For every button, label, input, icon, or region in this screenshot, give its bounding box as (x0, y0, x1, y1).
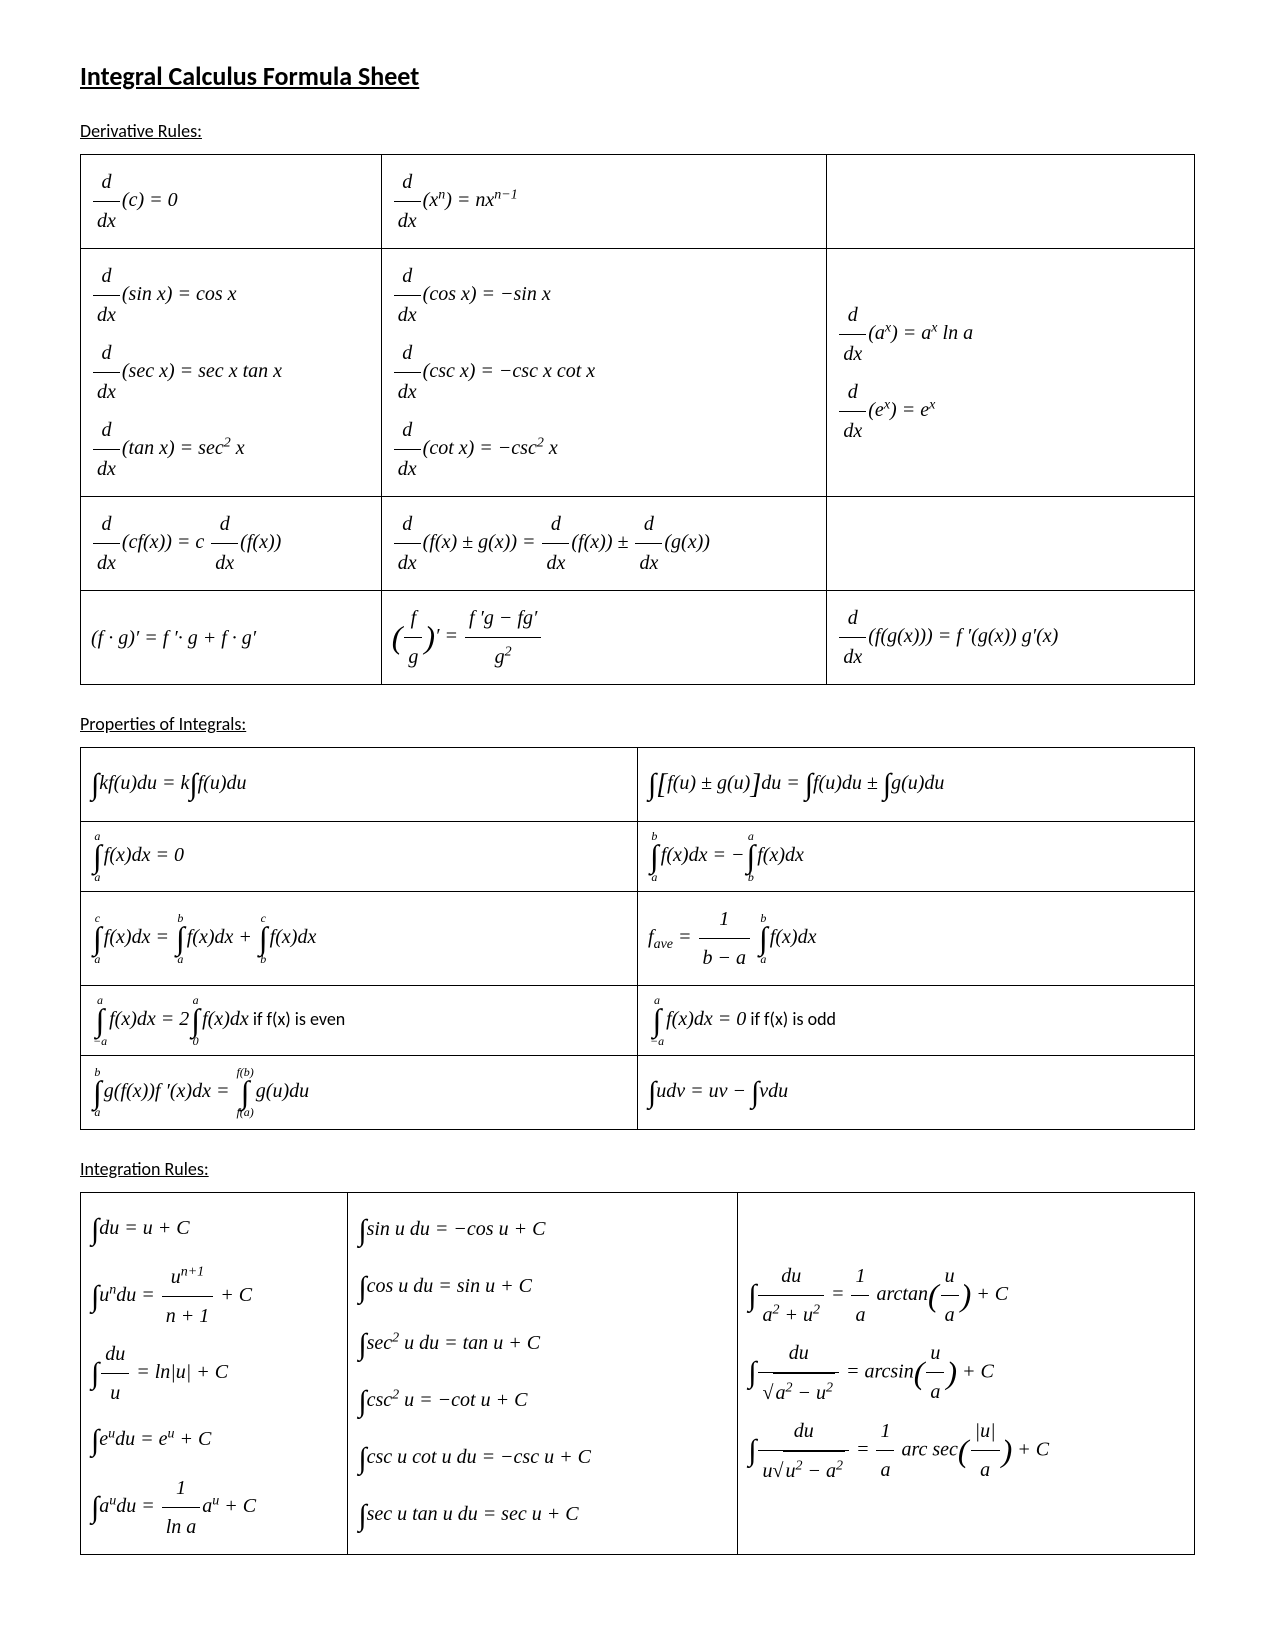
intrules-cell-c0: ∫du = u + C ∫undu = un+1n + 1 + C ∫duu =… (81, 1192, 348, 1554)
propint-cell-r4c0: b∫ag(f(x))f ′(x)dx = f(b)∫f(a)g(u)du (81, 1055, 638, 1129)
deriv-cell-r0c2 (827, 155, 1195, 249)
intrules-cell-c1: ∫sin u du = −cos u + C ∫cos u du = sin u… (348, 1192, 738, 1554)
deriv-cell-r2c2 (827, 497, 1195, 591)
deriv-cell-r2c1: ddx(f(x) ± g(x)) = ddx(f(x)) ± ddx(g(x)) (381, 497, 827, 591)
propint-cell-r3c0: a∫−af(x)dx = 2a∫0f(x)dx if f(x) is even (81, 985, 638, 1055)
deriv-cell-r1c2: ddx(ax) = ax ln a ddx(ex) = ex (827, 249, 1195, 497)
deriv-cell-r1c1: ddx(cos x) = −sin x ddx(csc x) = −csc x … (381, 249, 827, 497)
propint-cell-r2c1: fave = 1b − a b∫af(x)dx (638, 891, 1195, 985)
odd-note: if f(x) is odd (746, 1008, 836, 1030)
properties-integrals-table: ∫kf(u)du = k∫f(u)du ∫[f(u) ± g(u)]du = ∫… (80, 747, 1195, 1130)
deriv-cell-r3c2: ddx(f(g(x))) = f ′(g(x)) g′(x) (827, 591, 1195, 685)
deriv-cell-r3c1: (fg)′ = f ′g − fg′g2 (381, 591, 827, 685)
deriv-cell-r1c0: ddx(sin x) = cos x ddx(sec x) = sec x ta… (81, 249, 382, 497)
propint-cell-r3c1: a∫−af(x)dx = 0 if f(x) is odd (638, 985, 1195, 1055)
propint-cell-r0c0: ∫kf(u)du = k∫f(u)du (81, 748, 638, 822)
integration-rules-table: ∫du = u + C ∫undu = un+1n + 1 + C ∫duu =… (80, 1192, 1195, 1555)
propint-cell-r1c1: b∫af(x)dx = −a∫bf(x)dx (638, 822, 1195, 892)
propint-cell-r2c0: c∫af(x)dx = b∫af(x)dx + c∫bf(x)dx (81, 891, 638, 985)
section-heading-properties-integrals: Properties of Integrals: (80, 713, 1195, 735)
section-heading-derivative-rules: Derivative Rules: (80, 120, 1195, 142)
page-title: Integral Calculus Formula Sheet (80, 60, 1195, 92)
section-heading-integration-rules: Integration Rules: (80, 1158, 1195, 1180)
propint-cell-r4c1: ∫udv = uv − ∫vdu (638, 1055, 1195, 1129)
propint-cell-r0c1: ∫[f(u) ± g(u)]du = ∫f(u)du ± ∫g(u)du (638, 748, 1195, 822)
derivative-rules-table: ddx(c) = 0 ddx(xn) = nxn−1 ddx(sin x) = … (80, 154, 1195, 685)
deriv-cell-r3c0: (f · g)′ = f ′· g + f · g′ (81, 591, 382, 685)
propint-cell-r1c0: a∫af(x)dx = 0 (81, 822, 638, 892)
intrules-cell-c2: ∫dua2 + u2 = 1a arctan(ua) + C ∫du√a2 − … (738, 1192, 1195, 1554)
deriv-cell-r2c0: ddx(cf(x)) = c ddx(f(x)) (81, 497, 382, 591)
deriv-cell-r0c1: ddx(xn) = nxn−1 (381, 155, 827, 249)
even-note: if f(x) is even (249, 1008, 346, 1030)
deriv-cell-r0c0: ddx(c) = 0 (81, 155, 382, 249)
